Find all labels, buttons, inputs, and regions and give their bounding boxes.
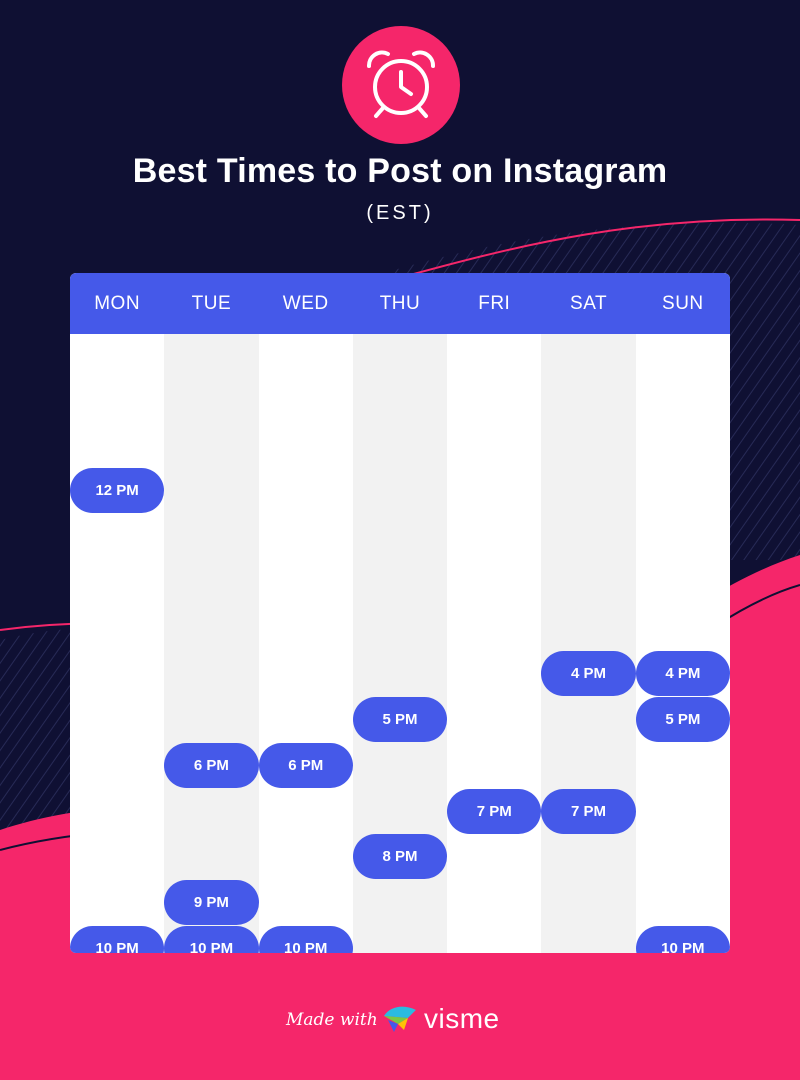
column-shade bbox=[541, 334, 636, 953]
footer: Made with visme bbox=[0, 1000, 800, 1040]
time-slot-tue: 10 PM bbox=[164, 926, 259, 953]
time-slot-tue: 6 PM bbox=[164, 742, 259, 788]
day-label-thu: THU bbox=[379, 293, 421, 314]
alarm-clock-icon bbox=[367, 50, 435, 118]
visme-logo-icon bbox=[384, 1006, 419, 1032]
time-slot-thu: 5 PM bbox=[352, 697, 448, 742]
time-slot-mon: 12 PM bbox=[70, 468, 165, 513]
time-slot-sun: 5 PM bbox=[635, 697, 730, 742]
page-subtitle: (EST) bbox=[366, 202, 434, 224]
page-title: Best Times to Post on Instagram bbox=[132, 152, 668, 190]
day-header-row: MON TUE WED THU FRI SAT SUN bbox=[70, 273, 730, 334]
brand-name: visme bbox=[424, 1003, 500, 1034]
made-with-text: Made with bbox=[286, 1010, 378, 1030]
alarm-clock-badge bbox=[342, 26, 460, 144]
time-slot-wed: 10 PM bbox=[258, 926, 353, 953]
time-slot-sun: 10 PM bbox=[635, 926, 730, 953]
day-label-tue: TUE bbox=[191, 293, 232, 314]
time-slot-wed: 6 PM bbox=[258, 742, 353, 788]
time-slot-tue: 9 PM bbox=[164, 880, 259, 926]
day-label-sun: SUN bbox=[662, 293, 704, 314]
time-slot-sat: 4 PM bbox=[541, 651, 636, 697]
time-slot-thu: 8 PM bbox=[352, 834, 448, 880]
day-label-wed: WED bbox=[282, 293, 329, 314]
time-slot-sat: 7 PM bbox=[541, 788, 636, 834]
time-slot-fri: 7 PM bbox=[447, 788, 542, 834]
time-slot-mon: 10 PM bbox=[70, 926, 165, 953]
column-shade bbox=[164, 334, 259, 953]
day-label-mon: MON bbox=[94, 293, 141, 314]
time-slot-sun: 4 PM bbox=[635, 651, 730, 697]
day-label-sat: SAT bbox=[570, 293, 608, 314]
day-label-fri: FRI bbox=[478, 293, 511, 314]
